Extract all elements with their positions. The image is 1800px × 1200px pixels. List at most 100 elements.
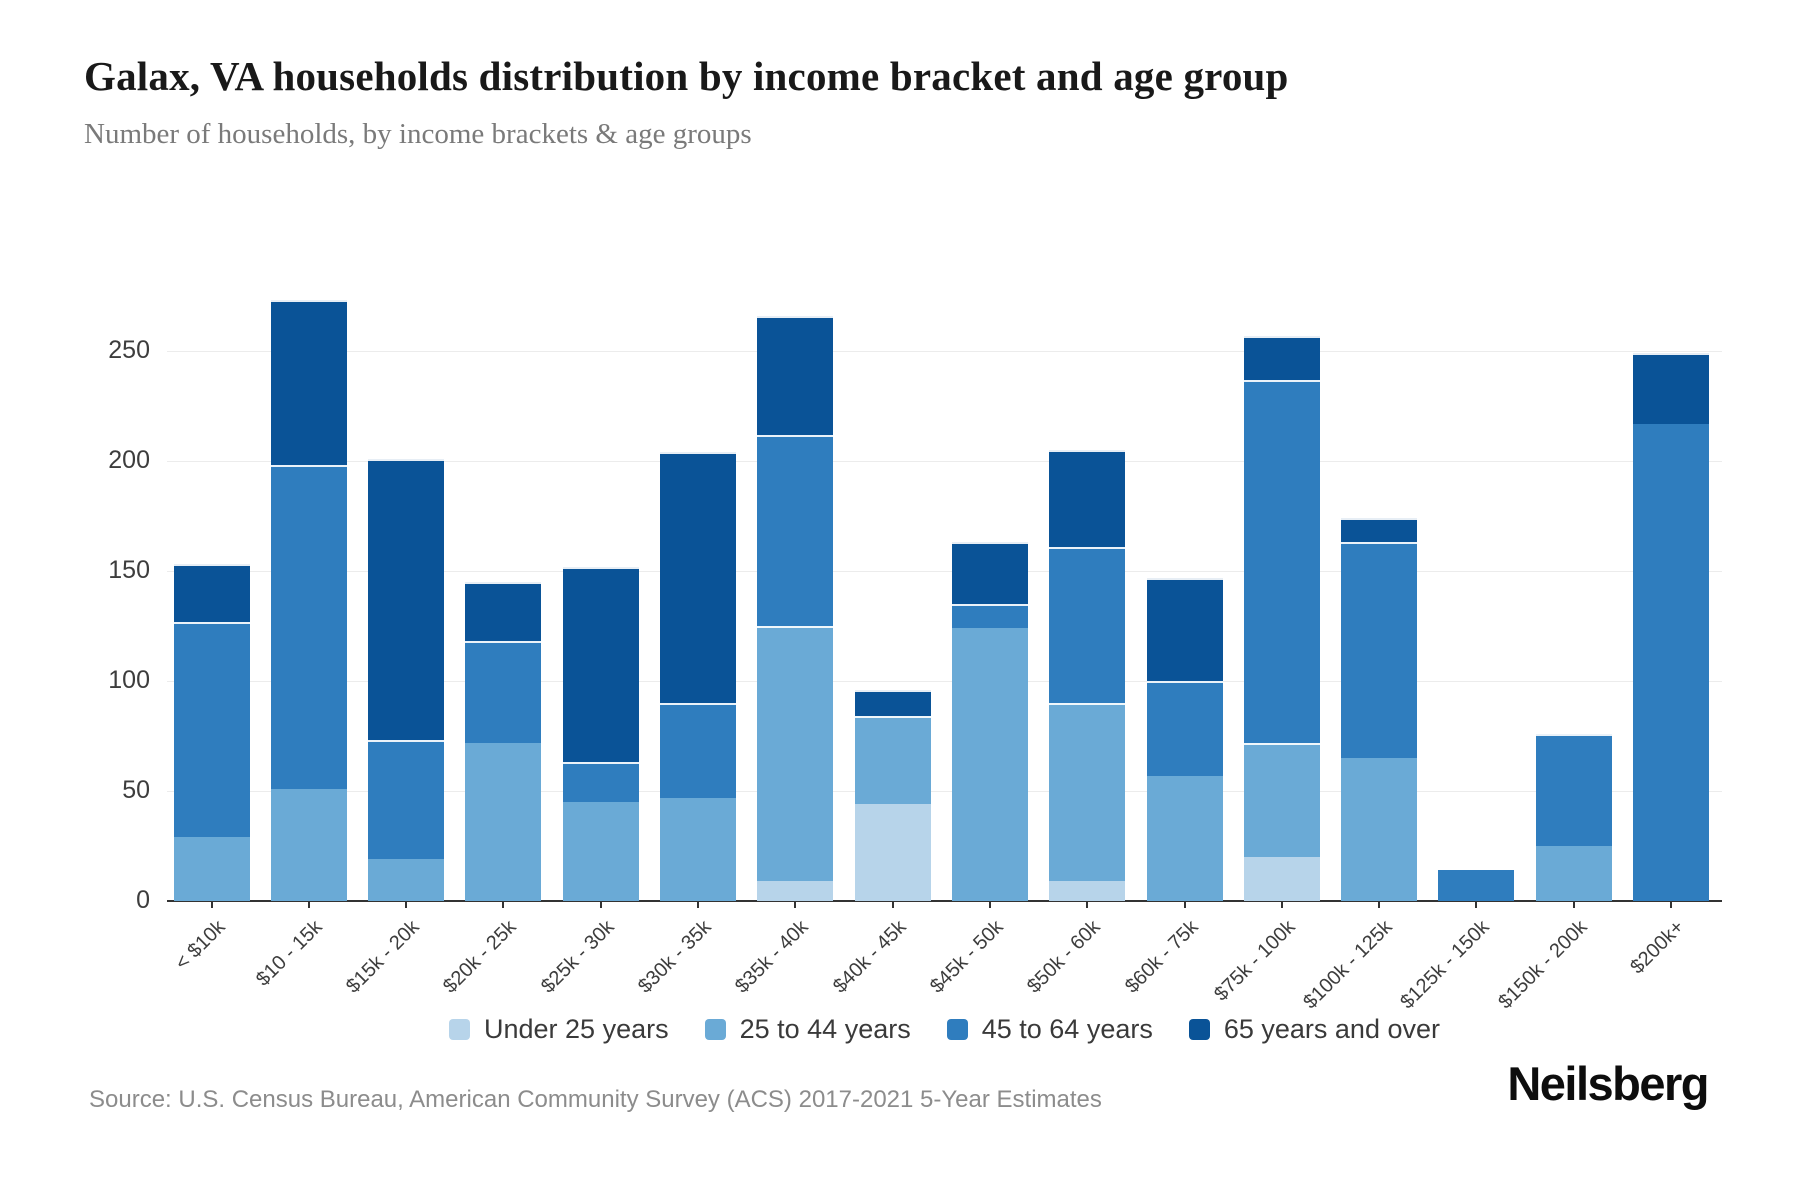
bar--100k-125k: [1341, 260, 1418, 901]
legend-item-25-to-44-years[interactable]: 25 to 44 years: [704, 1014, 911, 1045]
x-axis-tick: [307, 901, 310, 908]
legend-item-under-25-years[interactable]: Under 25 years: [449, 1014, 669, 1045]
bar-segment[interactable]: [465, 742, 542, 901]
legend: Under 25 years 25 to 44 years 45 to 64 yea…: [167, 1014, 1722, 1045]
x-axis-tick: [1086, 901, 1089, 908]
bar--45k-50k: [951, 260, 1028, 901]
legend-item-65-years-and-over[interactable]: 65 years and over: [1188, 1014, 1440, 1045]
bar-segment[interactable]: [660, 797, 736, 901]
bar--30k-35k: [660, 260, 736, 901]
bar-segment[interactable]: [368, 740, 445, 860]
bar-segment[interactable]: [1438, 870, 1515, 901]
bar--75k-100k: [1243, 260, 1320, 901]
bar--10k: [173, 260, 250, 901]
legend-label: 45 to 64 years: [981, 1014, 1153, 1044]
bar--20k-25k: [465, 260, 542, 901]
bar-segment[interactable]: [1146, 681, 1223, 776]
x-axis-tick: [405, 901, 408, 908]
legend-label: 65 years and over: [1223, 1014, 1440, 1044]
bar-segment[interactable]: [1049, 450, 1126, 547]
x-axis-tick: [697, 901, 699, 908]
bar-segment[interactable]: [757, 315, 834, 435]
gridline-200: [167, 461, 1722, 462]
bar-segment[interactable]: [562, 762, 639, 802]
bar-segment[interactable]: [270, 465, 347, 789]
bar--150k-200k: [1535, 260, 1612, 901]
bar-segment[interactable]: [1049, 703, 1126, 882]
bar--50k-60k: [1049, 260, 1126, 901]
bar-segment[interactable]: [465, 641, 542, 743]
bar-segment[interactable]: [1243, 742, 1320, 857]
bar-segment[interactable]: [1243, 857, 1320, 901]
bar-segment[interactable]: [854, 804, 931, 901]
bar-segment[interactable]: [465, 582, 542, 642]
legend-swatch-icon: [449, 1019, 470, 1040]
bar-segment[interactable]: [660, 703, 736, 798]
x-axis-tick: [891, 901, 894, 908]
x-axis-tick: [1183, 901, 1186, 908]
bar-segment[interactable]: [562, 566, 639, 763]
bar-segment[interactable]: [1146, 775, 1223, 901]
bar--40k-45k: [854, 260, 931, 901]
bar-segment[interactable]: [270, 300, 347, 466]
x-axis-tick: [1475, 901, 1478, 908]
legend-swatch-icon: [704, 1019, 726, 1040]
y-axis-tick-label: 50: [122, 776, 150, 804]
bar-segment[interactable]: [854, 689, 931, 717]
x-axis-tick: [794, 901, 797, 908]
bar-segment[interactable]: [1243, 335, 1320, 380]
legend-item-45-to-64-years[interactable]: 45 to 64 years: [946, 1014, 1153, 1045]
bar-segment[interactable]: [1341, 542, 1418, 758]
gridline-100: [167, 681, 1722, 682]
bar-segment[interactable]: [660, 452, 736, 703]
x-axis-tick: [599, 901, 602, 908]
bar-segment[interactable]: [951, 628, 1028, 901]
bar-segment[interactable]: [757, 626, 834, 882]
bar-segment[interactable]: [1633, 423, 1709, 901]
y-axis-tick-label: 150: [108, 556, 150, 584]
y-axis-tick-label: 200: [108, 446, 150, 474]
bar-segment[interactable]: [368, 458, 445, 741]
bar-segment[interactable]: [173, 621, 250, 838]
x-axis-tick: [1670, 901, 1672, 908]
x-axis-tick: [502, 901, 505, 908]
bar--60k-75k: [1146, 260, 1223, 901]
bar--10-15k: [270, 260, 347, 901]
bar--25k-30k: [562, 260, 639, 901]
bar-segment[interactable]: [951, 542, 1028, 604]
gridline-250: [167, 351, 1722, 352]
bar-segment[interactable]: [173, 564, 250, 622]
chart-title: Galax, VA households distribution by inc…: [84, 53, 1289, 99]
bar-segment[interactable]: [1243, 379, 1320, 743]
bar-segment[interactable]: [1535, 846, 1612, 901]
x-axis-tick: [1378, 901, 1381, 908]
y-axis-tick-label: 0: [136, 886, 150, 914]
gridline-150: [167, 571, 1722, 572]
x-axis-tick: [1572, 901, 1575, 908]
x-axis-line: [167, 900, 1722, 902]
bar-segment[interactable]: [1341, 518, 1418, 543]
legend-swatch-icon: [1188, 1019, 1210, 1040]
bar-segment[interactable]: [1535, 733, 1612, 846]
bar-segment[interactable]: [757, 881, 834, 901]
bar-segment[interactable]: [951, 604, 1028, 629]
bar--35k-40k: [757, 260, 834, 901]
plot-area: 0 50 100 150 200 250 < $10k $10 - 15k $15k - 20k…: [108, 260, 1722, 1013]
bar-segment[interactable]: [854, 716, 931, 805]
x-axis-tick: [210, 901, 213, 908]
bar-segment[interactable]: [270, 788, 347, 901]
neilsberg-logo: Neilsberg: [1507, 1057, 1709, 1110]
bar-segment[interactable]: [368, 859, 445, 901]
bar-segment[interactable]: [1633, 353, 1709, 424]
bar--15k-20k: [368, 260, 445, 901]
bar-segment[interactable]: [757, 434, 834, 626]
gridline-50: [167, 791, 1722, 792]
bar-segment[interactable]: [1049, 546, 1126, 703]
bar-segment[interactable]: [1146, 577, 1223, 681]
bar--200k+: [1633, 260, 1709, 901]
y-axis-tick-label: 100: [108, 666, 150, 694]
bar-segment[interactable]: [1049, 881, 1126, 901]
bar-segment[interactable]: [562, 802, 639, 901]
bar-segment[interactable]: [1341, 758, 1418, 901]
bar-segment[interactable]: [173, 837, 250, 901]
